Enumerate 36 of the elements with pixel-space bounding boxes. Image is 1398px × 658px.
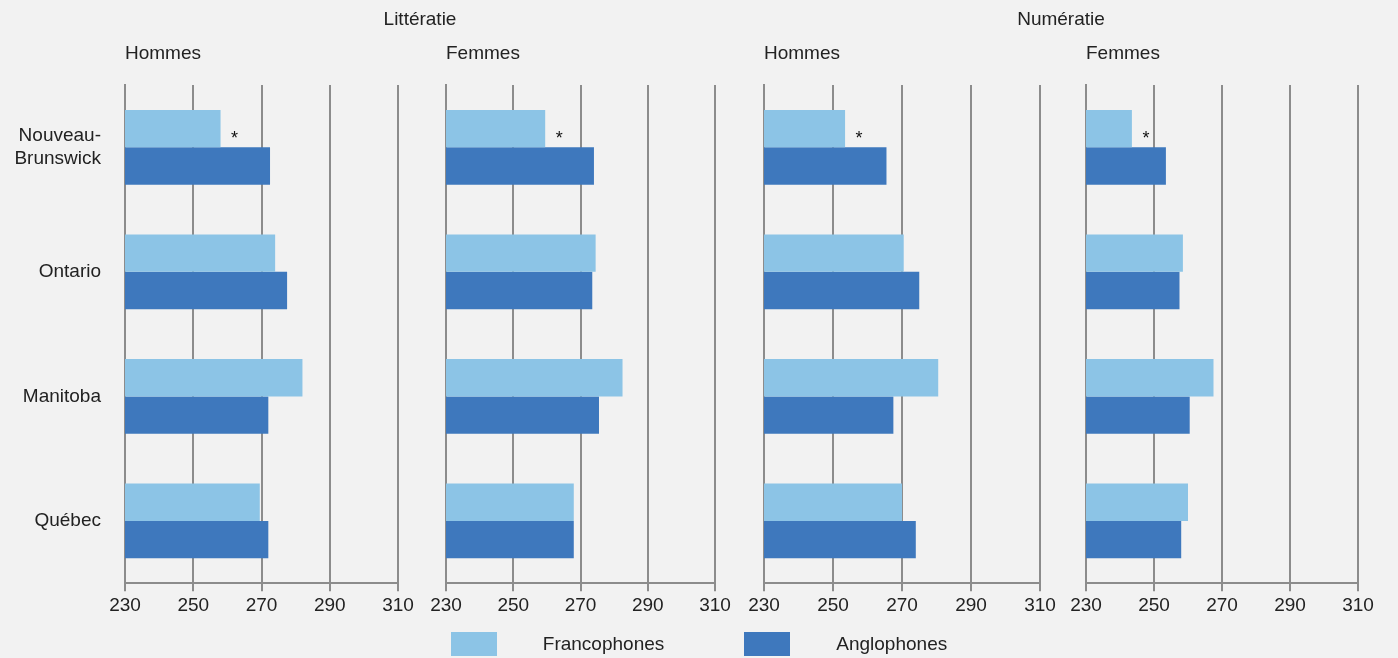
- x-tick-label: 270: [1206, 593, 1238, 615]
- text: Francophones: [542, 633, 665, 655]
- y-tick-label: Québec: [34, 509, 101, 531]
- y-tick-label: Ontario: [38, 260, 101, 282]
- annotation: *: [555, 128, 563, 149]
- x-tick-label: 230: [109, 593, 141, 615]
- x-tick-label: 290: [313, 593, 346, 615]
- x-tick-label: 230: [1070, 593, 1102, 615]
- text: Anglophones: [836, 633, 948, 655]
- x-tick-label: 290: [1274, 593, 1306, 615]
- x-tick-label: 310: [699, 593, 731, 615]
- x-tick-label: 250: [817, 593, 849, 615]
- x-tick-label: 230: [748, 593, 780, 615]
- x-tick-label: 290: [631, 593, 664, 615]
- x-tick-label: 310: [1024, 593, 1056, 615]
- x-tick-label: 310: [382, 593, 414, 615]
- annotation: *: [855, 128, 863, 149]
- y-tick-label: Nouveau-Brunswick: [14, 124, 102, 168]
- annotation: *: [1142, 128, 1150, 149]
- y-tick-label: Manitoba: [22, 384, 102, 406]
- chart-subtitle: Femmes: [446, 42, 520, 64]
- x-tick-label: 250: [497, 593, 530, 615]
- x-tick-label: 270: [886, 593, 918, 615]
- x-tick-label: 290: [955, 593, 987, 615]
- chart-subtitle: Femmes: [1086, 42, 1160, 64]
- chart-subtitle: Hommes: [125, 42, 202, 64]
- x-tick-label: 230: [430, 593, 462, 615]
- x-tick-label: 250: [177, 593, 210, 615]
- x-tick-label: 270: [245, 593, 278, 615]
- x-tick-label: 270: [564, 593, 597, 615]
- x-tick-label: 250: [1138, 593, 1170, 615]
- x-tick-label: 310: [1342, 593, 1374, 615]
- chart-subtitle: Hommes: [764, 42, 841, 64]
- chart-title: Littératie: [382, 8, 458, 30]
- chart-title: Numératie: [1016, 8, 1106, 30]
- annotation: *: [231, 128, 239, 149]
